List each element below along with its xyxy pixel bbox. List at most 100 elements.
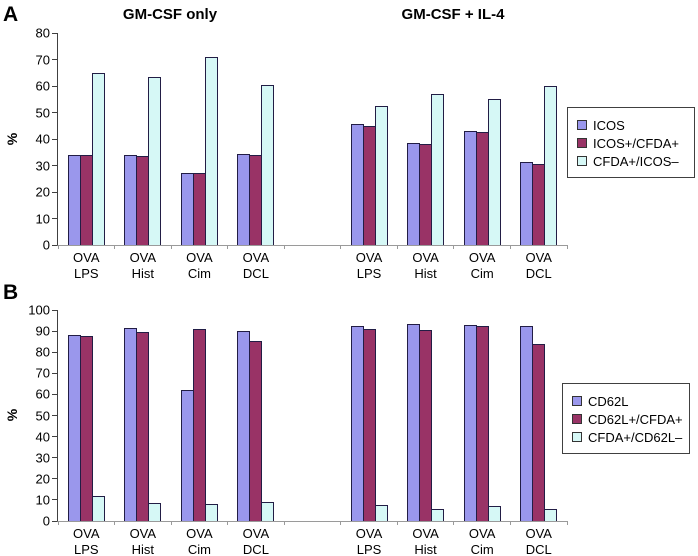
x-tick-mark [170,245,172,249]
bar [148,503,162,521]
category-label: OVA LPS [73,526,100,556]
bar-group [115,310,172,521]
bar [487,506,501,521]
panel-a-title-left: GM-CSF only [122,6,218,23]
y-tick-label: 40 [35,429,50,445]
bar-group [341,310,398,521]
legend-swatch [572,396,582,406]
legend-item: CD62L [572,392,685,410]
category-label: OVA Cim [186,250,213,281]
category-label: OVA Hist [412,526,439,556]
bar-group [228,310,285,521]
bar-group [58,33,115,245]
x-tick-mark [114,245,116,249]
bar-group [115,33,172,245]
y-tick-mark [52,393,57,395]
y-tick-mark [52,330,57,332]
category-label: OVA DCL [525,250,552,281]
y-tick-label: 70 [35,365,50,381]
x-tick-mark [340,245,342,249]
category-label: OVA LPS [355,250,383,281]
bar [374,105,388,245]
x-tick-mark [57,245,59,249]
bar-group [171,33,228,245]
panel-b-legend: CD62L CD62L+/CFDA+ CFDA+/CD62L– [562,383,690,454]
x-tick-mark [57,521,59,525]
y-tick-label: 90 [35,323,50,339]
legend-swatch [577,156,587,166]
category-label: OVA DCL [525,526,552,556]
x-tick-mark [396,245,398,249]
y-tick-label: 10 [35,492,50,508]
y-tick-label: 70 [35,52,50,67]
legend-label: CFDA+/ICOS– [593,153,679,169]
bar [192,329,206,521]
legend-item: CFDA+/CD62L– [572,428,685,446]
y-tick-label: 30 [35,450,50,466]
bar [204,504,218,521]
y-tick-mark [52,478,57,480]
bar-group [511,310,568,521]
legend-item: ICOS [577,116,690,134]
x-tick-mark [453,245,455,249]
y-tick-label: 80 [35,344,50,360]
bar-group [397,33,454,245]
x-tick-mark [566,521,568,525]
bar [136,332,150,521]
panel-b-plot-area: 100 90 80 70 60 50 40 30 20 10 0 OVA LPS OVA Hist OVA… [28,304,568,556]
legend-label: CD62L+/CFDA+ [588,411,683,427]
bar-groups [58,33,567,245]
y-tick-mark [52,309,57,311]
y-tick-mark [52,436,57,438]
bar-group [58,310,115,521]
bar-groups [58,310,567,521]
category-label: OVA DCL [242,526,270,556]
x-tick-mark [396,521,398,525]
y-tick-mark [52,415,57,416]
legend-item: CD62L+/CFDA+ [572,410,685,428]
x-tick-mark [340,521,342,525]
x-tick-mark [170,521,172,525]
legend-item: ICOS+/CFDA+ [577,134,690,152]
y-tick-label: 10 [35,211,50,226]
bar [261,84,275,245]
y-tick-label: 100 [28,302,50,318]
y-tick-mark [52,372,57,374]
bar [431,93,445,245]
category-label: OVA LPS [355,526,383,556]
y-tick-mark [52,165,57,166]
y-tick-mark [52,244,57,246]
legend-label: ICOS+/CFDA+ [593,135,679,151]
x-tick-mark [283,521,285,525]
bar-group [454,33,511,245]
y-tick-mark [52,457,57,459]
y-tick-label: 60 [35,386,50,402]
category-label: OVA DCL [242,250,270,281]
bar-group [171,310,228,521]
bar-group [397,310,454,521]
bar-group [454,310,511,521]
y-tick-label: 50 [35,105,50,120]
bar [544,509,558,521]
y-tick-label: 20 [35,184,50,200]
y-tick-mark [52,351,57,353]
y-tick-mark [52,85,57,87]
bar [532,343,546,521]
y-tick-mark [52,138,57,140]
category-label: OVA Cim [468,526,496,556]
x-tick-mark [509,245,511,249]
y-tick-label: 30 [35,158,50,173]
x-tick-mark [227,521,229,525]
x-tick-mark [283,245,285,249]
category-label: OVA Cim [186,526,213,556]
panel-a-label: A [3,3,19,26]
panel-b-label: B [3,281,19,304]
bar [91,495,105,521]
bar [544,86,558,245]
bar [148,76,162,245]
x-tick-mark [114,521,116,525]
y-tick-mark [52,112,57,113]
y-tick-label: 60 [35,78,50,94]
bar-group-spacer [284,310,341,521]
